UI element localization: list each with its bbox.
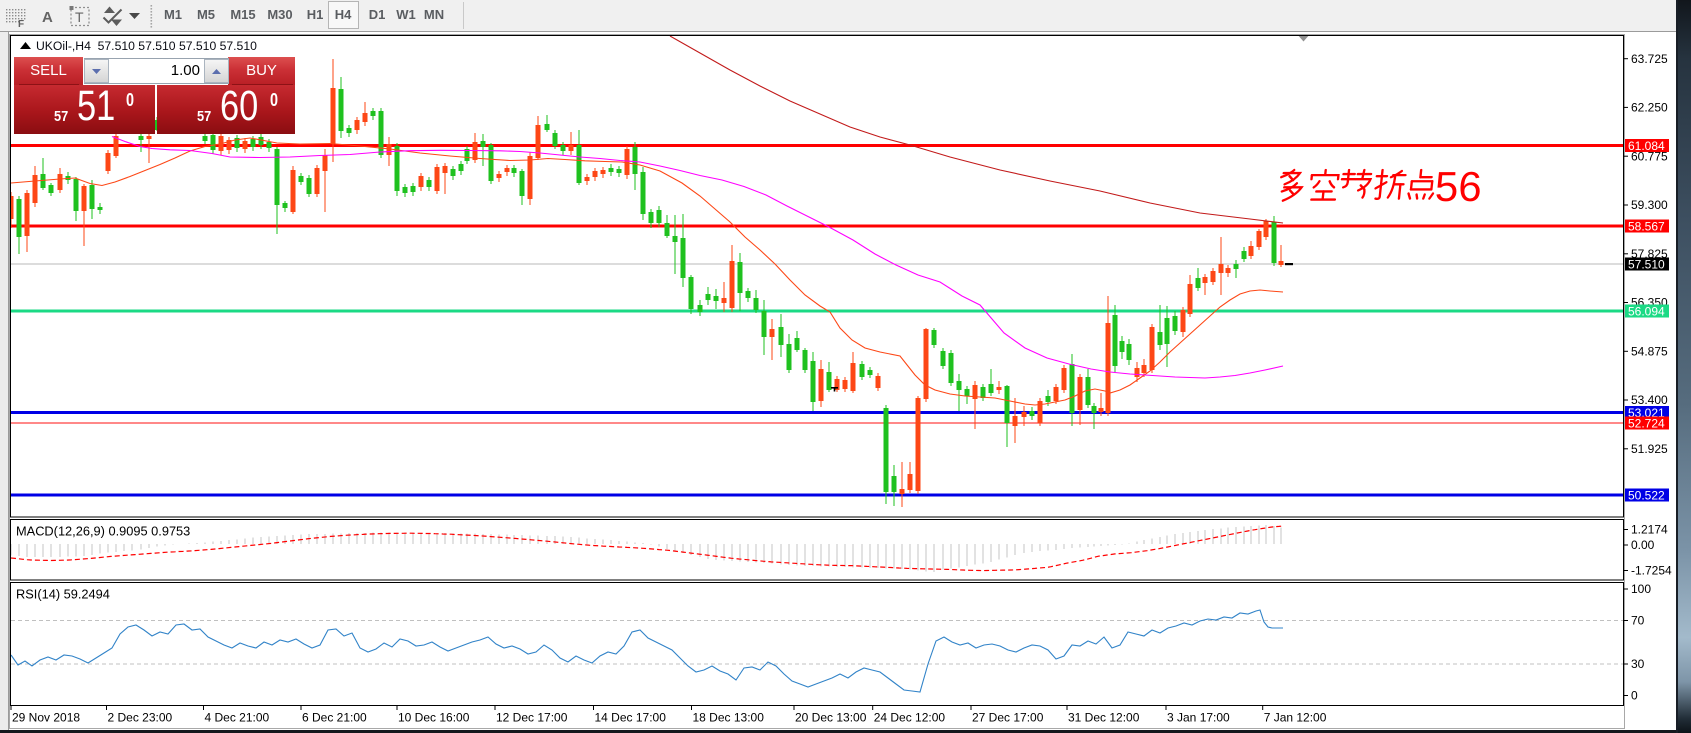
svg-text:63.725: 63.725 (1631, 52, 1668, 66)
svg-text:54.875: 54.875 (1631, 345, 1668, 359)
svg-text:RSI(14) 59.2494: RSI(14) 59.2494 (16, 587, 110, 602)
svg-text:50.522: 50.522 (1628, 489, 1665, 503)
svg-text:60.775: 60.775 (1631, 149, 1668, 163)
svg-text:58.567: 58.567 (1628, 220, 1665, 234)
svg-text:31 Dec 12:00: 31 Dec 12:00 (1068, 711, 1140, 725)
svg-text:62.250: 62.250 (1631, 101, 1668, 115)
svg-text:14 Dec 17:00: 14 Dec 17:00 (595, 711, 667, 725)
svg-text:3 Jan 17:00: 3 Jan 17:00 (1167, 711, 1230, 725)
svg-text:F: F (18, 19, 24, 30)
svg-text:57.510: 57.510 (1628, 258, 1665, 272)
svg-text:7 Jan 12:00: 7 Jan 12:00 (1264, 711, 1327, 725)
svg-text:51.925: 51.925 (1631, 442, 1668, 456)
svg-text:59.300: 59.300 (1631, 198, 1668, 212)
svg-text:56: 56 (1434, 163, 1482, 210)
svg-text:53.400: 53.400 (1631, 393, 1668, 407)
svg-text:UKOil-,H4 57.510 57.510 57.51: UKOil-,H4 57.510 57.510 57.510 57.510 (36, 39, 257, 53)
svg-text:24 Dec 12:00: 24 Dec 12:00 (874, 711, 946, 725)
svg-text:18 Dec 13:00: 18 Dec 13:00 (693, 711, 765, 725)
svg-text:29 Nov 2018: 29 Nov 2018 (12, 711, 80, 725)
svg-text:0.00: 0.00 (1631, 538, 1655, 552)
svg-text:T: T (75, 9, 84, 25)
svg-text:-1.7254: -1.7254 (1631, 564, 1672, 578)
svg-text:MACD(12,26,9) 0.9095 0.9753: MACD(12,26,9) 0.9095 0.9753 (16, 524, 190, 539)
svg-text:56.094: 56.094 (1628, 305, 1665, 319)
svg-text:52.724: 52.724 (1628, 417, 1665, 431)
svg-text:10 Dec 16:00: 10 Dec 16:00 (398, 711, 470, 725)
svg-text:100: 100 (1631, 582, 1651, 596)
svg-text:27 Dec 17:00: 27 Dec 17:00 (972, 711, 1044, 725)
svg-text:70: 70 (1631, 614, 1645, 628)
svg-text:20 Dec 13:00: 20 Dec 13:00 (795, 711, 867, 725)
svg-text:0: 0 (1631, 689, 1638, 703)
svg-text:4 Dec 21:00: 4 Dec 21:00 (205, 711, 270, 725)
svg-text:1.2174: 1.2174 (1631, 523, 1668, 537)
svg-text:30: 30 (1631, 657, 1645, 671)
svg-text:2 Dec 23:00: 2 Dec 23:00 (108, 711, 173, 725)
svg-text:6 Dec 21:00: 6 Dec 21:00 (302, 711, 367, 725)
svg-text:A: A (42, 9, 53, 26)
svg-text:12 Dec 17:00: 12 Dec 17:00 (496, 711, 568, 725)
svg-text:61.084: 61.084 (1628, 139, 1665, 153)
